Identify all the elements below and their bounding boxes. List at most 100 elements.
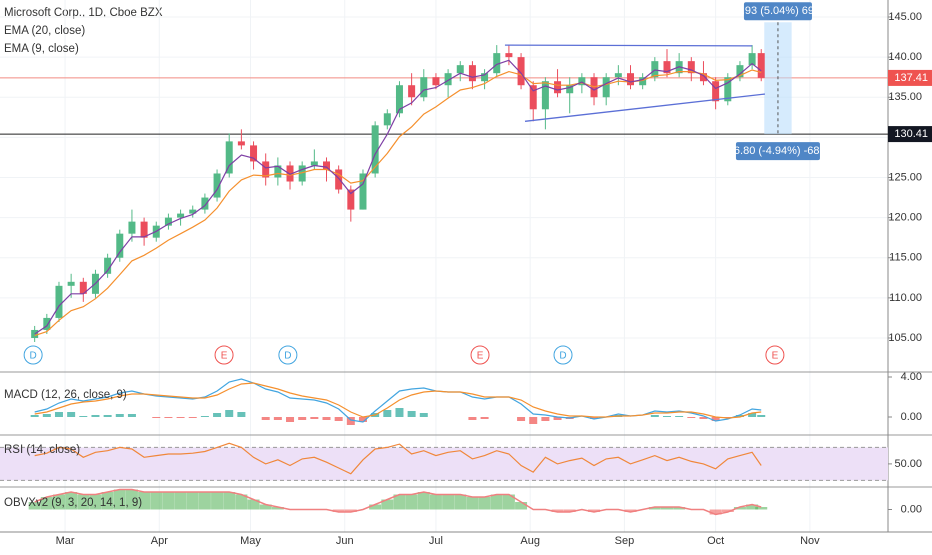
trend-line (524, 93, 765, 122)
trend-line (504, 44, 753, 47)
signal-line (34, 382, 762, 419)
obv-bar (755, 507, 768, 510)
obv-bar (442, 494, 455, 510)
candle-body (164, 217, 172, 226)
candle-body (225, 141, 233, 174)
obv-bar (502, 494, 515, 510)
x-tick-label: Apr (151, 535, 168, 547)
macd-histogram-bar (200, 416, 209, 417)
event-label: D (559, 351, 566, 362)
measure-up-label-bg (743, 2, 812, 21)
obv-bar (381, 499, 394, 510)
obv-bar (369, 504, 382, 510)
macd-histogram-bar (383, 410, 392, 417)
y-tick-label: 50.00 (894, 458, 922, 470)
obv-bar (211, 492, 224, 510)
macd-histogram-bar (590, 417, 599, 419)
macd-histogram-bar (346, 417, 355, 425)
obv-bar (588, 509, 601, 512)
macd-histogram-bar (42, 414, 51, 417)
candle-body (371, 125, 379, 174)
obv-bar (673, 507, 686, 510)
y-tick-label: 120.00 (888, 212, 922, 224)
y-tick-label: 105.00 (888, 332, 922, 344)
obv-bar (709, 509, 722, 515)
macd-histogram-bar (67, 412, 76, 417)
macd-histogram-bar (395, 408, 404, 417)
ema-line (34, 69, 762, 337)
obv-bar (247, 499, 260, 510)
obv-bar (198, 492, 211, 510)
x-tick-label: Nov (800, 535, 820, 547)
candle-body (408, 85, 416, 98)
obv-bar (65, 492, 78, 510)
macd-histogram-bar (115, 414, 124, 417)
y-tick-label: 145.00 (888, 11, 922, 23)
obv-bar (101, 492, 114, 510)
obv-bar (746, 504, 759, 510)
y-tick-label: 140.00 (888, 51, 922, 63)
macd-histogram-bar (322, 417, 331, 420)
macd-histogram-bar (529, 417, 538, 424)
candle-body (432, 77, 440, 86)
event-label: E (772, 351, 779, 362)
pane-title: MACD (12, 26, close, 9) (4, 389, 127, 401)
macd-histogram-bar (54, 412, 63, 417)
candle-body (237, 141, 245, 146)
obv-bar (138, 492, 151, 510)
macd-histogram-bar (748, 413, 757, 417)
macd-histogram-bar (127, 414, 136, 417)
x-tick-label: Sep (615, 535, 635, 547)
obv-bar (162, 492, 175, 510)
rsi-line (34, 442, 762, 475)
obv-bar (478, 497, 491, 510)
obv-bar (89, 494, 102, 510)
obv-bar (551, 509, 564, 512)
obv-bar (40, 497, 53, 510)
candle-body (67, 281, 75, 286)
candle-body (712, 81, 720, 102)
obv-bar (660, 507, 673, 510)
obv-line (34, 488, 762, 516)
macd-histogram-bar (699, 417, 708, 419)
y-tick-label: 4.00 (901, 371, 922, 383)
macd-histogram-bar (79, 416, 88, 417)
macd-histogram-bar (176, 417, 185, 418)
candle-body (444, 73, 452, 86)
obv-bar (174, 492, 187, 510)
event-marker (278, 345, 298, 365)
x-tick-label: Mar (56, 535, 75, 547)
y-tick-label: 0.00 (901, 503, 922, 515)
candle-body (31, 329, 39, 338)
macd-histogram-bar (468, 417, 477, 420)
macd-histogram-bar (298, 417, 307, 420)
obv-bar (125, 489, 138, 510)
ema-line (34, 59, 762, 335)
candle-body (250, 145, 258, 162)
macd-histogram-bar (334, 417, 343, 421)
candle-body (554, 81, 562, 94)
x-tick-label: Oct (707, 535, 724, 547)
obv-bar (466, 497, 479, 510)
obv-bar (417, 492, 430, 510)
candle-body (757, 53, 765, 78)
chart-title: Microsoft Corp., 1D, Cboe BZX (4, 7, 163, 19)
macd-histogram-bar (687, 417, 696, 418)
event-marker (214, 345, 234, 365)
x-tick-label: Jun (336, 535, 354, 547)
candle-body (456, 65, 464, 74)
x-tick-label: Jul (429, 535, 443, 547)
candle-body (602, 77, 610, 98)
candle-body (481, 73, 489, 82)
candle-body (177, 213, 185, 218)
measure-low-price-label: 130.41 (894, 128, 928, 140)
candle-body (383, 113, 391, 126)
candle-body (517, 57, 525, 86)
macd-histogram-bar (711, 417, 720, 421)
obv-bar (150, 492, 163, 510)
macd-histogram-bar (541, 417, 550, 421)
obv-bar (113, 489, 126, 510)
macd-histogram-bar (261, 417, 270, 420)
candle-body (724, 77, 732, 102)
